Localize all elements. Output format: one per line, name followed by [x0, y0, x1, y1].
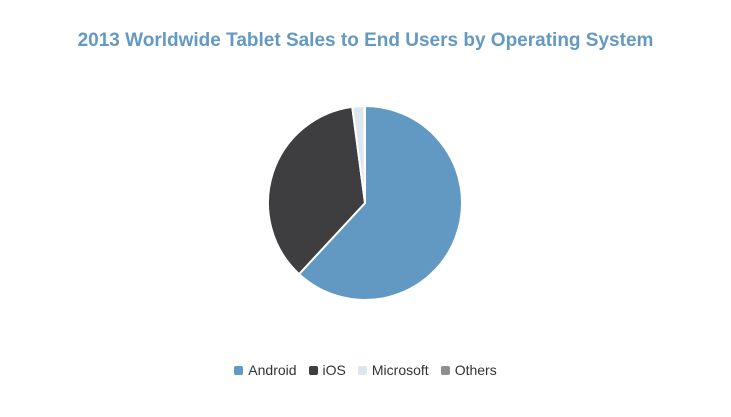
legend-item-ios[interactable]: iOS — [308, 362, 346, 378]
pie-slice-android[interactable] — [297, 104, 463, 301]
legend-label: Microsoft — [371, 362, 429, 378]
legend-item-others[interactable]: Others — [440, 362, 497, 378]
legend-swatch — [440, 365, 450, 375]
legend-label: iOS — [322, 362, 346, 378]
legend-swatch — [357, 365, 367, 375]
legend-item-microsoft[interactable]: Microsoft — [357, 362, 429, 378]
legend-swatch — [308, 365, 318, 375]
legend-item-android[interactable]: Android — [234, 362, 297, 378]
pie-slice-others[interactable] — [363, 104, 366, 204]
legend-label: Others — [454, 362, 497, 378]
legend-swatch — [234, 365, 244, 375]
legend: Android iOS Microsoft Others — [0, 362, 731, 378]
legend-label: Android — [248, 362, 297, 378]
chart-title: 2013 Worldwide Tablet Sales to End Users… — [77, 30, 654, 51]
pie-slice-ios[interactable] — [267, 105, 367, 276]
